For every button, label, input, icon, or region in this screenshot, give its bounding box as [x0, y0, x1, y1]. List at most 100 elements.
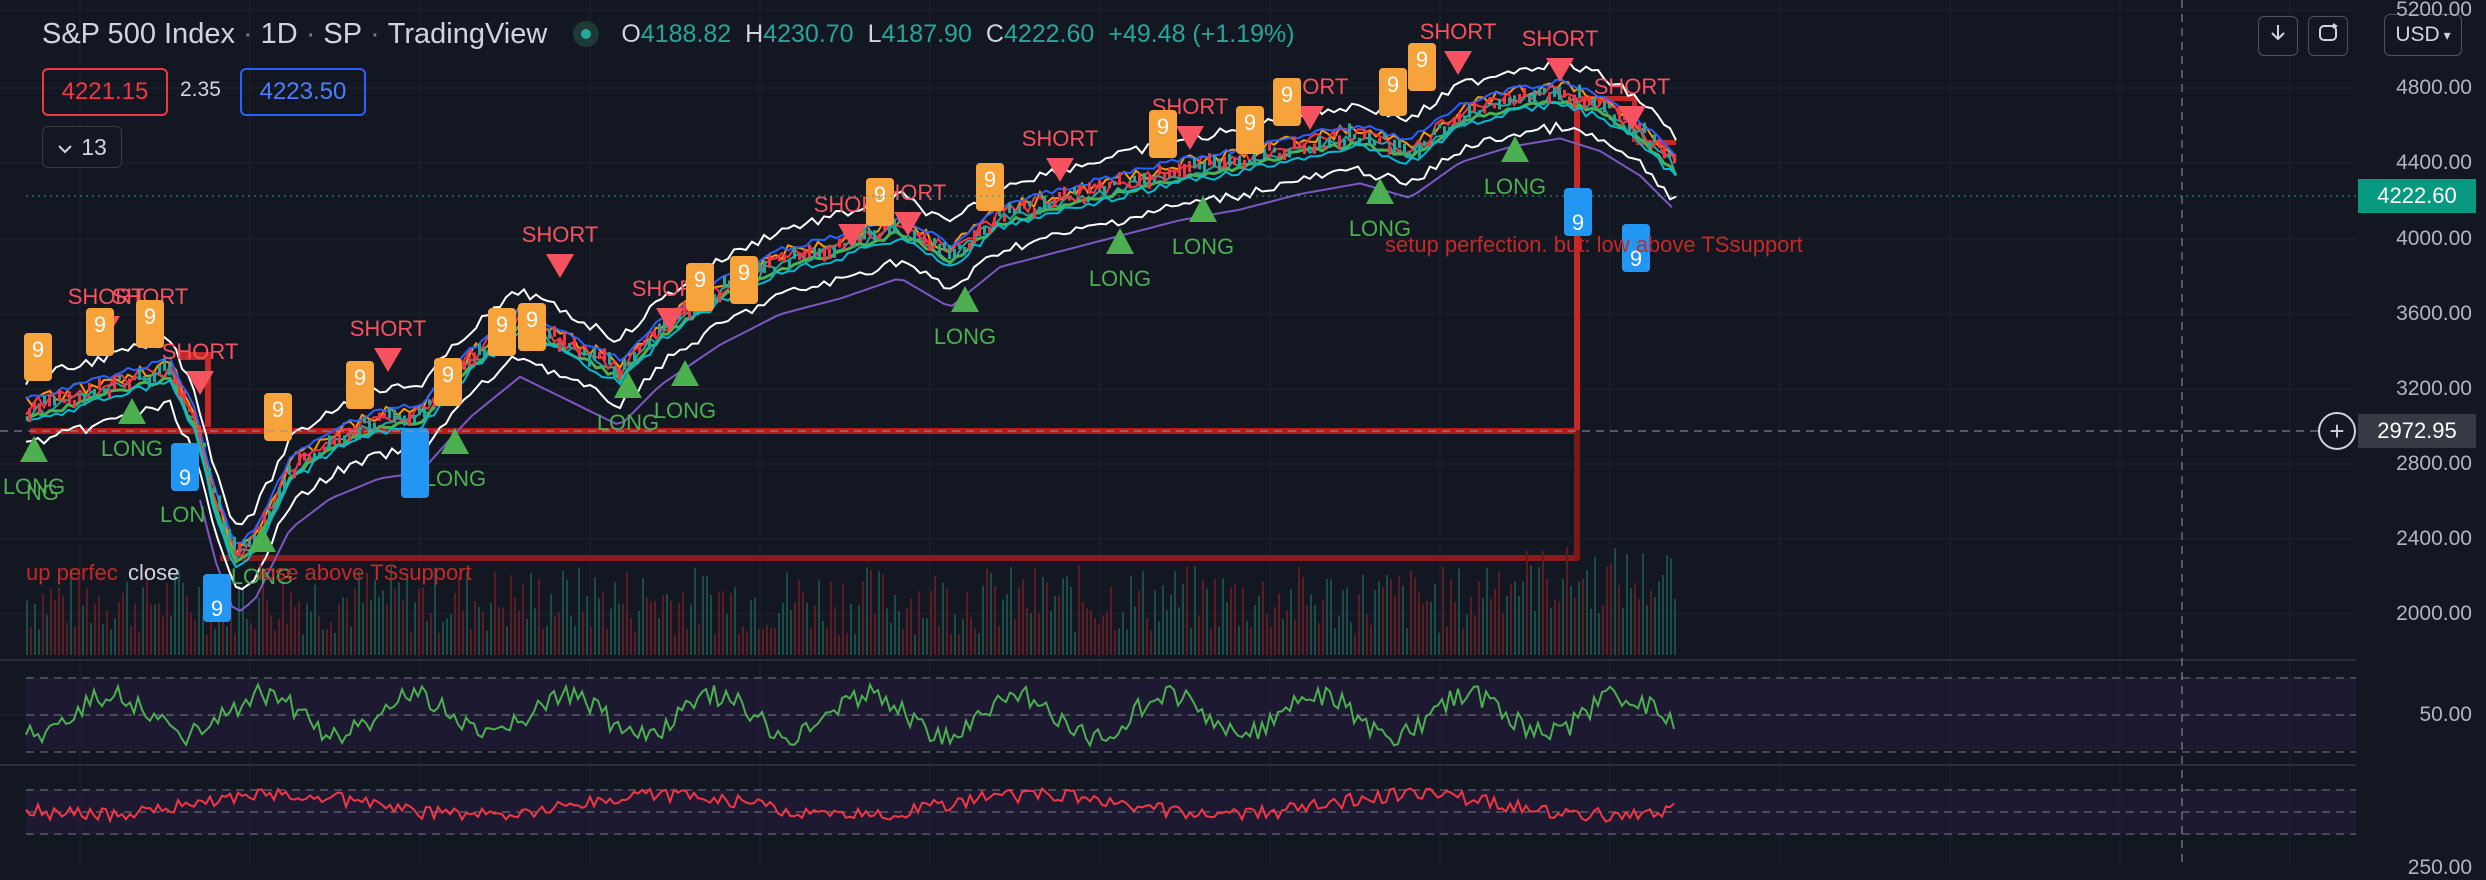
add-alert-button[interactable]: +	[2318, 412, 2356, 450]
symbol-title[interactable]: S&P 500 Index	[42, 17, 235, 50]
volume-bar	[1022, 579, 1024, 655]
reset-chart-button[interactable]	[2308, 16, 2348, 56]
volume-bar	[1366, 614, 1368, 655]
candle	[208, 468, 211, 476]
volume-bar	[338, 604, 340, 655]
volume-bar	[226, 626, 228, 655]
volume-bar	[1658, 581, 1660, 655]
volume-bar	[582, 611, 584, 655]
candle	[333, 437, 336, 446]
sell-button[interactable]: 4221.15	[42, 68, 168, 116]
volume-bar	[1070, 586, 1072, 655]
candle	[958, 244, 961, 250]
nine-count-badge	[488, 308, 516, 356]
candle	[253, 534, 256, 543]
candle	[838, 238, 841, 248]
candle	[1083, 197, 1086, 205]
candle	[1508, 97, 1511, 106]
volume-bar	[422, 587, 424, 655]
volume-bar	[1138, 590, 1140, 655]
volume-bar	[638, 610, 640, 655]
high-value: 4230.70	[763, 19, 854, 48]
candle	[1168, 167, 1171, 178]
volume-bar	[690, 604, 692, 655]
candle	[348, 428, 351, 442]
volume-bar	[1506, 595, 1508, 655]
volume-bar	[702, 576, 704, 655]
buy-button[interactable]: 4223.50	[240, 68, 366, 116]
candle	[788, 260, 791, 270]
download-button[interactable]	[2258, 16, 2298, 56]
volume-bar	[1518, 595, 1520, 655]
volume-bar	[1078, 565, 1080, 655]
candle	[1608, 103, 1611, 109]
candle	[948, 245, 951, 260]
candle	[168, 362, 171, 376]
volume-bar	[366, 572, 368, 655]
volume-bar	[1274, 607, 1276, 655]
candle	[1603, 101, 1606, 113]
volume-bar	[1638, 599, 1640, 655]
long-label: NG	[26, 480, 59, 505]
currency-select[interactable]: USD ▾	[2384, 14, 2462, 56]
candle	[1588, 95, 1591, 105]
volume-bar	[1442, 566, 1444, 655]
volume-bar	[498, 606, 500, 655]
zone-edge	[1574, 430, 1580, 560]
volume-bar	[1462, 628, 1464, 655]
nine-count-label: 9	[1157, 114, 1169, 139]
volume-bar	[754, 598, 756, 655]
volume-bar	[846, 632, 848, 655]
volume-bar	[1234, 583, 1236, 655]
volume-bar	[182, 582, 184, 655]
volume-bar	[1382, 586, 1384, 655]
volume-bar	[342, 597, 344, 655]
volume-bar	[1190, 628, 1192, 655]
volume-bar	[1438, 632, 1440, 655]
candle	[133, 375, 136, 381]
volume-bar	[1342, 590, 1344, 655]
candle	[1108, 182, 1111, 188]
volume-bar	[202, 616, 204, 655]
candle	[1623, 115, 1626, 121]
long-label: LONG	[1349, 216, 1411, 241]
volume-bar	[558, 612, 560, 655]
volume-bar	[1526, 550, 1528, 655]
candle	[1308, 146, 1311, 151]
volume-bar	[1594, 556, 1596, 655]
candle	[993, 217, 996, 227]
indicator-line	[25, 121, 1677, 591]
candle	[1648, 141, 1651, 148]
candle	[308, 454, 311, 462]
candle	[1073, 186, 1076, 195]
volume-bar	[98, 596, 100, 655]
volume-bar	[718, 591, 720, 655]
candle	[1238, 156, 1241, 168]
nine-count-badge	[518, 303, 546, 351]
volume-bar	[1114, 630, 1116, 655]
volume-bar	[1230, 587, 1232, 655]
candle	[1008, 202, 1011, 214]
signal-markers: SHORT SHORT SHORT SHORT SHORT SHORT SHORT SHORT…	[3, 19, 1670, 622]
volume-bar	[214, 628, 216, 655]
candle	[1408, 152, 1411, 158]
volume-bar	[54, 600, 56, 655]
candle	[418, 406, 421, 416]
long-arrow	[1106, 228, 1134, 254]
candle	[1223, 156, 1226, 169]
candle	[283, 478, 286, 491]
nine-count-badge	[730, 256, 758, 304]
volume-bar	[322, 629, 324, 655]
indicators-toggle[interactable]: 13	[42, 126, 122, 168]
volume-bar	[658, 618, 660, 655]
volume-bar	[694, 567, 696, 655]
interval-label[interactable]: 1D	[260, 17, 298, 50]
volume-bar	[830, 582, 832, 655]
volume-bar	[574, 625, 576, 655]
candle	[623, 359, 626, 370]
refresh-icon	[2317, 23, 2339, 49]
candle	[573, 338, 576, 350]
volume-bar	[1358, 594, 1360, 655]
candle	[358, 427, 361, 440]
